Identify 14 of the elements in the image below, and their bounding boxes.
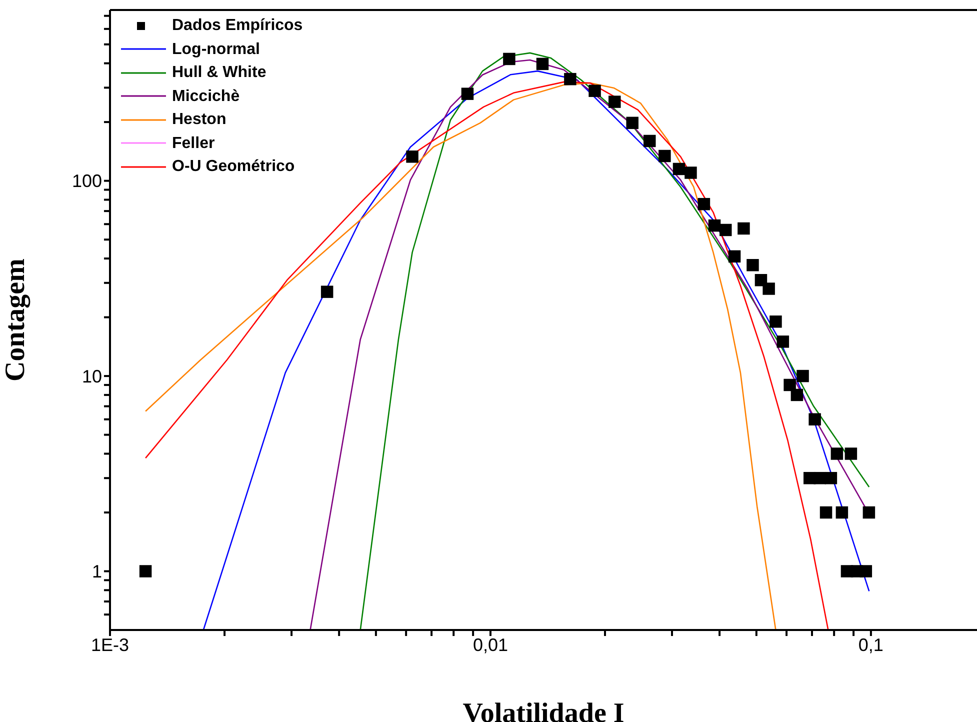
legend-label: Dados Empíricos bbox=[172, 16, 303, 36]
legend-label: Miccichè bbox=[172, 86, 240, 106]
y-tick-label: 100 bbox=[72, 171, 102, 192]
legend-label: Heston bbox=[172, 110, 226, 130]
x-tick-label: 1E-3 bbox=[90, 634, 130, 655]
x-tick-label: 0,1 bbox=[858, 634, 884, 655]
x-tick-label: 0,01 bbox=[472, 634, 508, 655]
y-axis-title: Contagem bbox=[0, 258, 31, 382]
y-tick-label: 10 bbox=[82, 366, 102, 386]
legend-label: Hull & White bbox=[172, 63, 266, 83]
legend-label: Log-normal bbox=[172, 40, 260, 60]
legend-label: O-U Geométrico bbox=[172, 157, 295, 177]
y-tick-label: 1 bbox=[92, 562, 102, 582]
legend-label: Feller bbox=[172, 134, 215, 154]
